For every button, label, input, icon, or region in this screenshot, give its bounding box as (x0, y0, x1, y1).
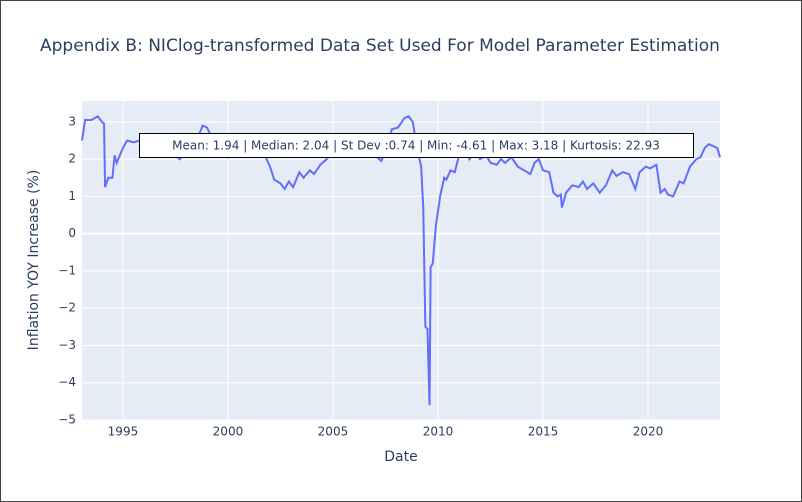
x-tick-label: 2005 (318, 425, 349, 439)
y-axis-title: Inflation YOY Increase (%) (26, 170, 42, 351)
annotation: Mean: 1.94 | Median: 2.04 | St Dev :0.74… (172, 139, 660, 153)
y-tick-label: −3 (58, 338, 76, 352)
annotation-box (139, 133, 694, 158)
x-tick-label: 2000 (213, 425, 244, 439)
x-axis-title: Date (384, 449, 417, 465)
x-tick-label: 1995 (108, 425, 139, 439)
y-tick-label: −4 (58, 375, 76, 389)
y-tick-label: −5 (58, 413, 76, 427)
x-tick-label: 2020 (633, 425, 664, 439)
chart-title: Appendix B: NIClog-transformed Data Set … (40, 36, 720, 56)
x-tick-label: 2015 (528, 425, 559, 439)
y-tick-label: 1 (68, 189, 76, 203)
y-tick-label: −2 (58, 301, 76, 315)
x-tick-label: 2010 (423, 425, 454, 439)
y-tick-label: 0 (68, 226, 76, 240)
y-tick-label: 3 (68, 114, 76, 128)
y-tick-label: 2 (68, 152, 76, 166)
y-tick-label: −1 (58, 263, 76, 277)
